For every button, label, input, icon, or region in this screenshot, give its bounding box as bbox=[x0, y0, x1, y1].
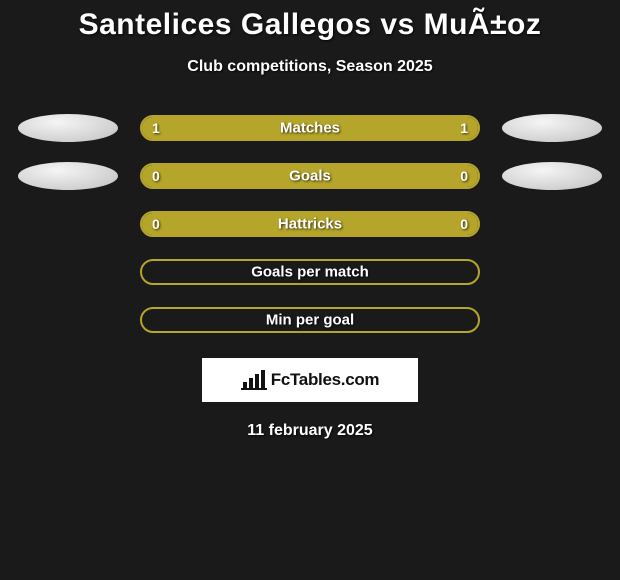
stat-value-right: 0 bbox=[460, 168, 468, 184]
stat-row: Hattricks 0 0 bbox=[0, 210, 620, 238]
player-photo-right bbox=[502, 114, 602, 142]
stat-bar: Goals 0 0 bbox=[140, 163, 480, 189]
bar-chart-icon bbox=[241, 370, 267, 390]
stat-value-right: 1 bbox=[460, 120, 468, 136]
stat-value-right: 0 bbox=[460, 216, 468, 232]
subtitle: Club competitions, Season 2025 bbox=[0, 58, 620, 76]
page-title: Santelices Gallegos vs MuÃ±oz bbox=[0, 8, 620, 42]
player-photo-left bbox=[18, 162, 118, 190]
stat-rows: Matches 1 1 Goals 0 0 Hattricks 0 0 Goals per mat… bbox=[0, 114, 620, 334]
stat-bar: Hattricks 0 0 bbox=[140, 211, 480, 237]
stat-label: Hattricks bbox=[278, 216, 342, 233]
stat-bar: Matches 1 1 bbox=[140, 115, 480, 141]
stat-row: Matches 1 1 bbox=[0, 114, 620, 142]
stat-label: Goals per match bbox=[251, 264, 369, 281]
stat-value-left: 0 bbox=[152, 216, 160, 232]
logo-text: FcTables.com bbox=[271, 370, 380, 390]
stat-label: Matches bbox=[280, 120, 340, 137]
source-logo: FcTables.com bbox=[202, 358, 418, 402]
stat-row: Goals 0 0 bbox=[0, 162, 620, 190]
player-photo-left bbox=[18, 114, 118, 142]
stat-value-left: 0 bbox=[152, 168, 160, 184]
snapshot-date: 11 february 2025 bbox=[0, 422, 620, 440]
stat-value-left: 1 bbox=[152, 120, 160, 136]
stat-bar: Min per goal bbox=[140, 307, 480, 333]
stat-label: Goals bbox=[289, 168, 331, 185]
player-photo-right bbox=[502, 162, 602, 190]
stat-label: Min per goal bbox=[266, 312, 354, 329]
comparison-card: Santelices Gallegos vs MuÃ±oz Club compe… bbox=[0, 0, 620, 440]
stat-row: Goals per match bbox=[0, 258, 620, 286]
stat-bar: Goals per match bbox=[140, 259, 480, 285]
stat-row: Min per goal bbox=[0, 306, 620, 334]
